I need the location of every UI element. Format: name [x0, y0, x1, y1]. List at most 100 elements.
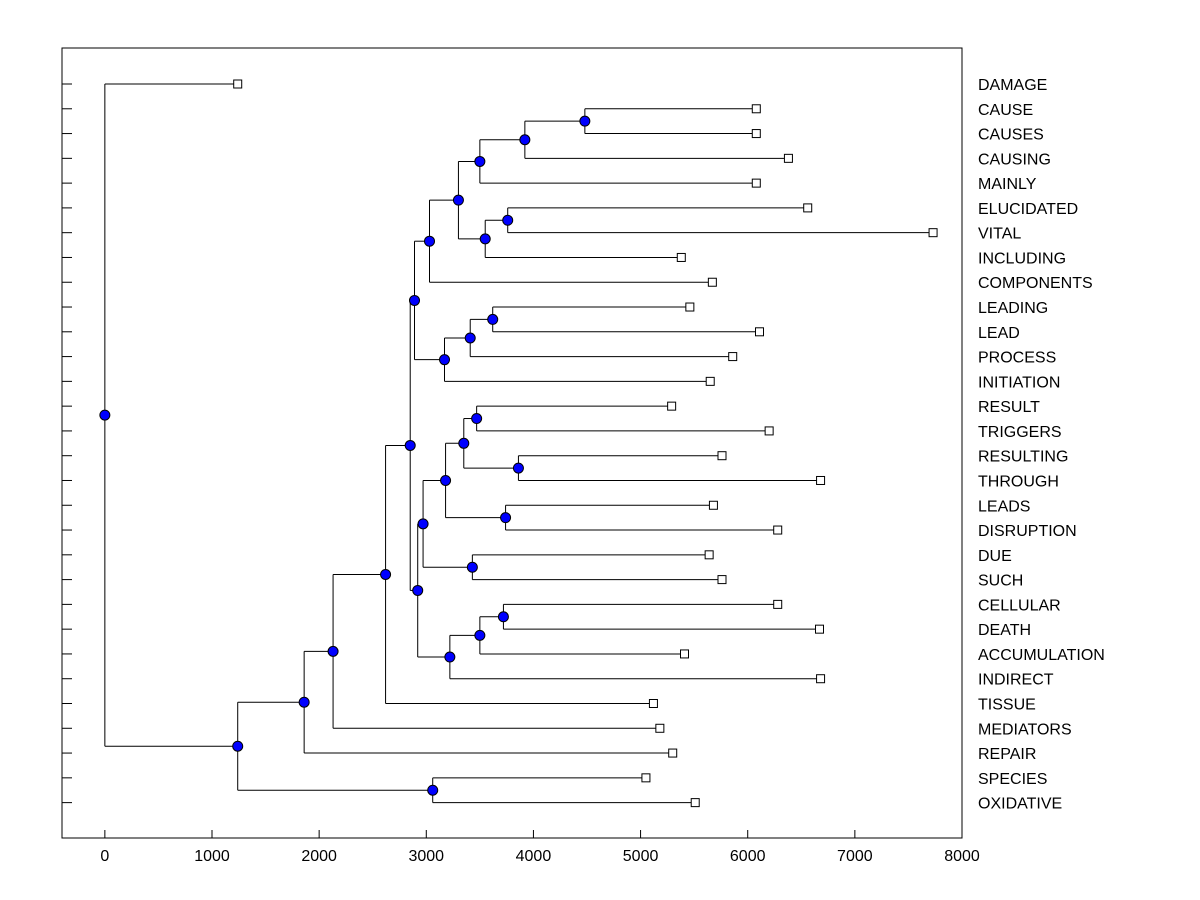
- leaf-marker: [816, 475, 826, 485]
- leaf-label: ELUCIDATED: [978, 201, 1078, 218]
- internal-node-marker: [471, 413, 483, 425]
- leaf-labels: DAMAGE CAUSE CAUSES CAUSING MAINLY ELUCIDATED…: [978, 77, 1105, 813]
- leaf-marker: [676, 252, 686, 262]
- leaf-marker: [641, 773, 651, 783]
- leaf-label: PROCESS: [978, 350, 1056, 367]
- internal-node-marker: [439, 354, 450, 366]
- leaf-label: ACCUMULATION: [978, 647, 1105, 664]
- leaf-marker: [815, 624, 824, 634]
- internal-node-marker: [474, 629, 486, 641]
- leaf-label: LEADS: [978, 498, 1030, 515]
- leaf-label: CAUSING: [978, 151, 1051, 168]
- internal-node-marker: [479, 233, 491, 245]
- leaf-marker: [751, 104, 761, 114]
- leaf-marker: [705, 376, 715, 386]
- leaf-marker: [707, 277, 717, 287]
- branch-lines: [104, 83, 934, 804]
- leaf-marker: [717, 575, 727, 585]
- x-tick-label: 1000: [194, 848, 230, 865]
- leaf-marker: [783, 153, 793, 163]
- x-tick-label: 6000: [730, 848, 766, 865]
- leaf-label: DUE: [978, 548, 1012, 565]
- leaf-marker: [667, 401, 677, 411]
- internal-node-marker: [579, 115, 591, 127]
- leaf-marker: [648, 699, 658, 708]
- internal-node-marker: [474, 155, 486, 167]
- internal-node-marker: [464, 332, 476, 344]
- leaf-label: COMPONENTS: [978, 275, 1093, 292]
- internal-node-marker: [417, 518, 429, 530]
- leaf-label: TRIGGERS: [978, 424, 1062, 441]
- x-tick-label: 0: [100, 848, 109, 865]
- x-tick-label: 5000: [623, 848, 659, 865]
- leaf-label: SPECIES: [978, 771, 1047, 788]
- leaf-label: DEATH: [978, 622, 1031, 639]
- internal-node-marker: [466, 561, 478, 573]
- leaf-marker: [233, 79, 243, 89]
- leaf-marker: [690, 798, 700, 808]
- leaf-label: INDIRECT: [978, 672, 1054, 689]
- internal-node-marker: [444, 651, 456, 663]
- leaf-label: CAUSE: [978, 102, 1033, 119]
- internal-node-marker: [502, 214, 514, 226]
- leaf-label: DAMAGE: [978, 77, 1047, 94]
- leaf-label: RESULT: [978, 399, 1040, 416]
- internal-node-marker: [298, 696, 310, 708]
- internal-node-marker: [497, 611, 509, 623]
- leaf-label: MEDIATORS: [978, 721, 1072, 738]
- internal-node-marker: [500, 512, 512, 524]
- leaf-label: DISRUPTION: [978, 523, 1077, 540]
- internal-node-marker: [380, 568, 392, 580]
- leaf-marker: [728, 352, 738, 362]
- internal-node-marker: [487, 313, 499, 325]
- leaf-label: INCLUDING: [978, 250, 1066, 267]
- x-tick-label: 7000: [837, 848, 873, 865]
- leaf-marker: [773, 525, 783, 535]
- leaf-marker: [773, 599, 783, 609]
- x-tick-label: 4000: [516, 848, 552, 865]
- internal-node-marker: [452, 194, 464, 206]
- leaf-marker: [764, 426, 774, 436]
- internal-node-marker: [327, 645, 339, 657]
- leaf-label: INITIATION: [978, 374, 1060, 391]
- leaf-marker: [655, 723, 665, 733]
- leaf-label: SUCH: [978, 573, 1023, 590]
- leaf-marker: [816, 674, 826, 684]
- leaf-marker: [751, 129, 761, 139]
- y-ticks: [62, 83, 72, 804]
- leaf-label: VITAL: [978, 226, 1021, 243]
- leaf-marker: [680, 649, 689, 659]
- internal-node-marker: [409, 294, 420, 306]
- leaf-marker: [668, 748, 678, 758]
- leaf-marker: [685, 302, 695, 312]
- internal-node-marker: [412, 584, 424, 596]
- leaf-label: REPAIR: [978, 746, 1036, 763]
- leaf-marker: [704, 550, 714, 560]
- leaf-label: LEADING: [978, 300, 1048, 317]
- leaf-label: LEAD: [978, 325, 1020, 342]
- leaf-markers: [233, 79, 938, 808]
- plot-frame: [61, 47, 963, 839]
- leaf-label: OXIDATIVE: [978, 796, 1062, 813]
- internal-node-marker: [99, 409, 111, 421]
- internal-node-marker: [512, 462, 524, 474]
- leaf-marker: [803, 203, 813, 213]
- internal-node-marker: [519, 134, 531, 146]
- internal-nodes: [99, 115, 591, 796]
- leaf-marker: [751, 178, 761, 188]
- leaf-marker: [708, 500, 718, 510]
- leaf-label: RESULTING: [978, 449, 1068, 466]
- leaf-marker: [928, 228, 938, 238]
- leaf-label: CAUSES: [978, 127, 1044, 144]
- internal-node-marker: [404, 439, 416, 451]
- leaf-label: THROUGH: [978, 473, 1059, 490]
- x-tick-label: 8000: [944, 848, 980, 865]
- x-tick-label: 2000: [301, 848, 337, 865]
- leaf-marker: [717, 451, 727, 461]
- internal-node-marker: [424, 235, 435, 247]
- x-axis: 0 1000 2000 3000 4000 5000 6000 7000 8000: [100, 830, 980, 865]
- leaf-label: MAINLY: [978, 176, 1037, 193]
- x-tick-label: 3000: [408, 848, 444, 865]
- internal-node-marker: [232, 740, 244, 752]
